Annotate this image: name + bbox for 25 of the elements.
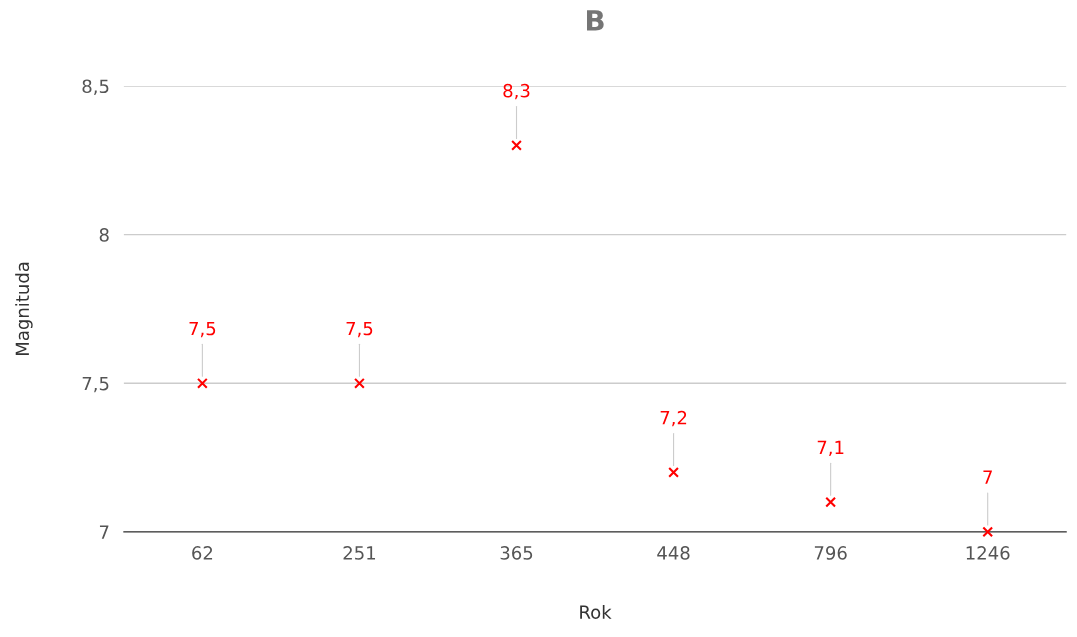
point <box>825 496 837 508</box>
x-tick-label: 448 <box>657 546 690 560</box>
point <box>668 467 680 478</box>
point <box>196 377 208 389</box>
x-tick-label: 365 <box>500 546 533 560</box>
x-tick-label: 1246 <box>966 546 1010 560</box>
y-tick-label: 8,5 <box>82 79 109 95</box>
data-label: 7,5 <box>346 321 373 338</box>
data-label: 7,5 <box>189 321 216 338</box>
y-tick-label: 8 <box>99 228 109 242</box>
x-tick-label: 796 <box>814 546 847 560</box>
data-label: 7,1 <box>817 440 844 457</box>
x-axis-title: Rok <box>580 604 612 619</box>
point <box>511 140 522 151</box>
y-tick-label: 7 <box>99 525 109 539</box>
point <box>354 377 365 389</box>
x-tick-label: 62 <box>192 546 213 560</box>
data-label: 7 <box>983 470 992 484</box>
chart-title: B <box>587 10 604 31</box>
y-tick-label: 7,5 <box>82 376 109 393</box>
y-axis-title: Magnituda <box>15 262 33 355</box>
data-label: 7,2 <box>660 410 687 427</box>
x-tick-label: 251 <box>343 546 376 560</box>
point <box>982 526 994 538</box>
data-label: 8,3 <box>503 83 530 100</box>
